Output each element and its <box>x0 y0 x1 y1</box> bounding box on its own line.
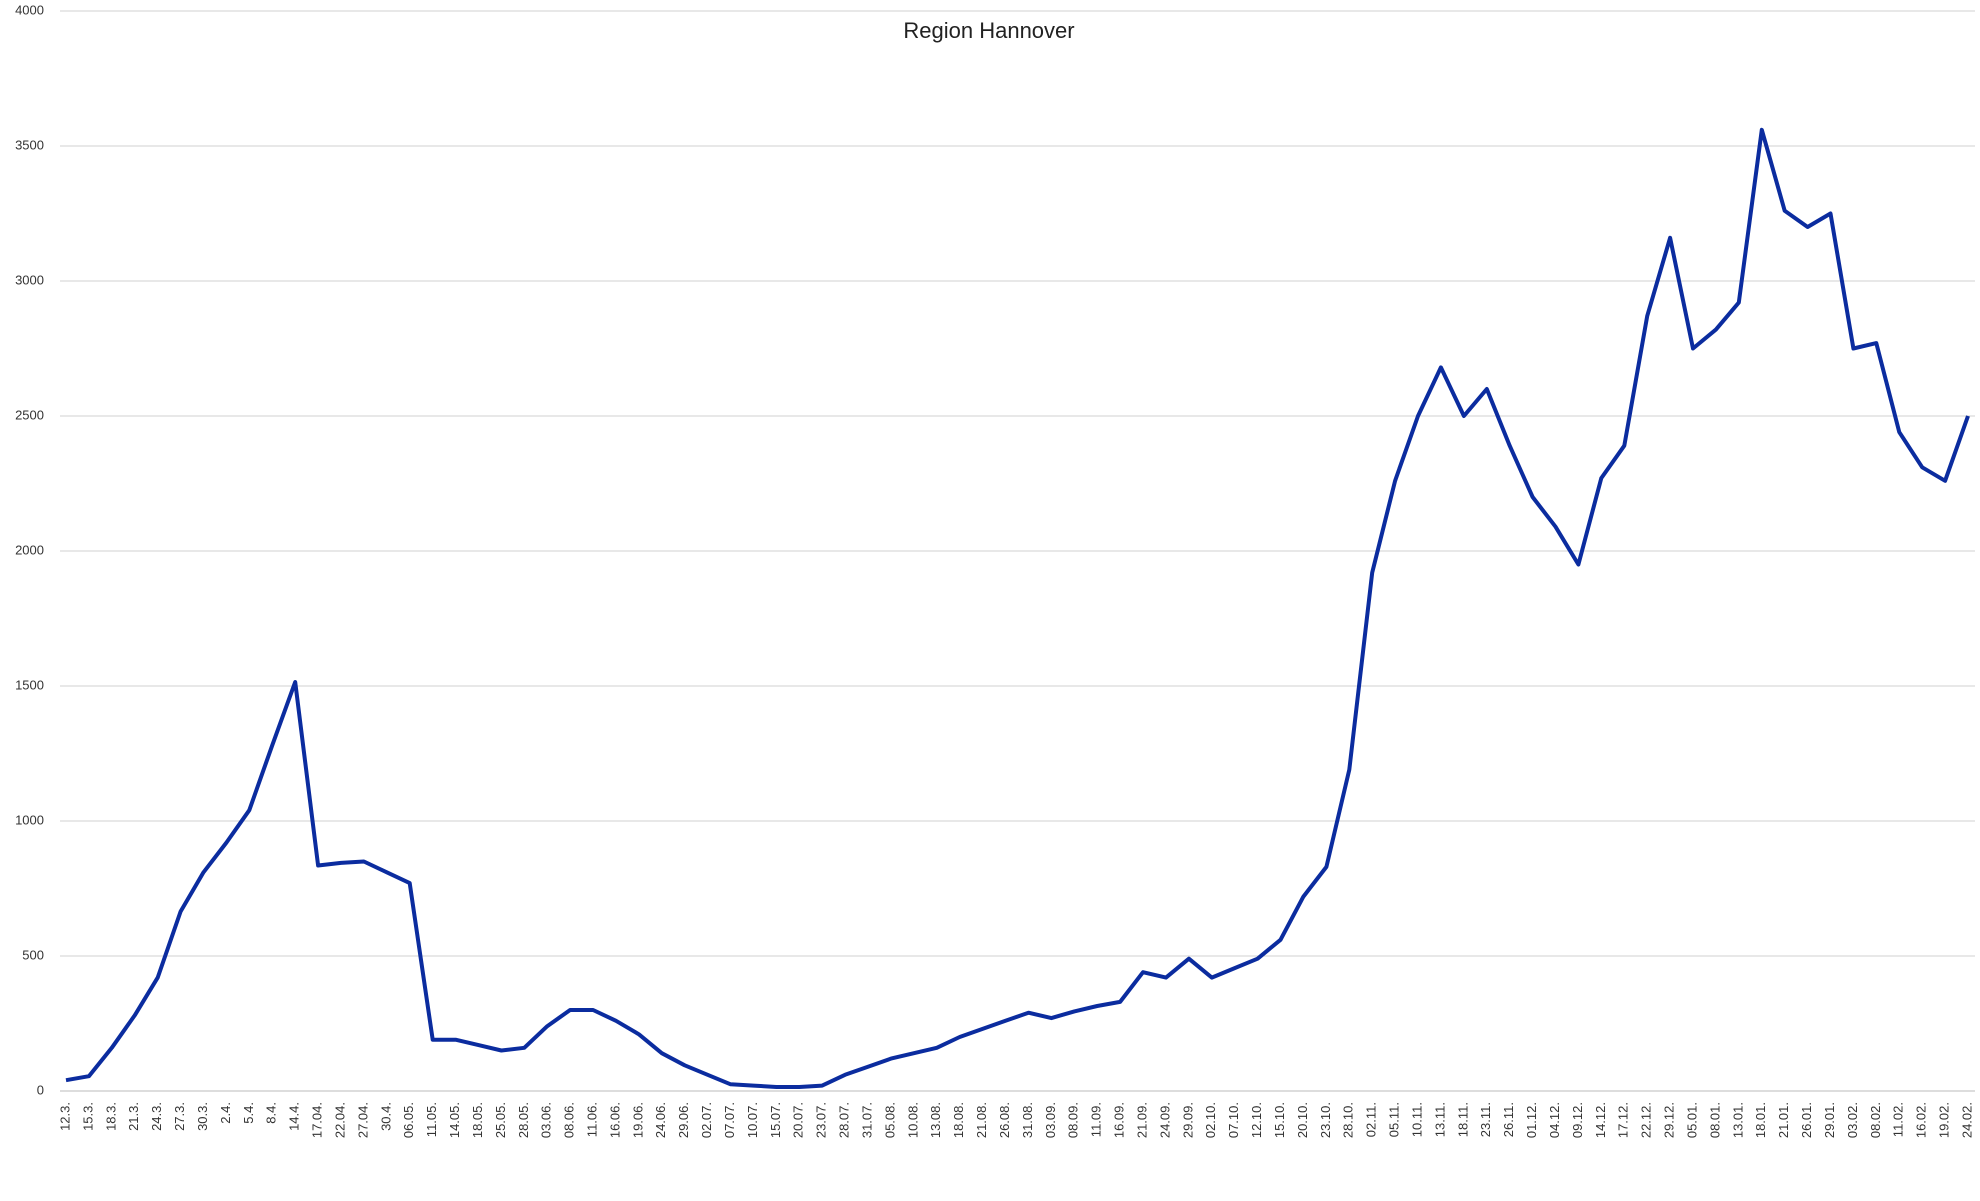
x-tick-label: 19.06. <box>630 1102 645 1138</box>
y-tick-label: 2500 <box>15 407 44 422</box>
x-tick-label: 22.04. <box>332 1102 347 1138</box>
x-tick-label: 18.05. <box>470 1102 485 1138</box>
x-tick-label: 12.10. <box>1249 1102 1264 1138</box>
x-tick-label: 06.05. <box>401 1102 416 1138</box>
x-tick-label: 8.4. <box>264 1102 279 1124</box>
x-tick-label: 21.3. <box>126 1102 141 1131</box>
chart-title: Region Hannover <box>903 18 1074 43</box>
x-tick-label: 14.05. <box>447 1102 462 1138</box>
x-tick-label: 15.3. <box>80 1102 95 1131</box>
x-tick-label: 18.01. <box>1753 1102 1768 1138</box>
x-tick-label: 10.11. <box>1409 1102 1424 1137</box>
x-tick-label: 02.10. <box>1203 1102 1218 1138</box>
x-tick-label: 13.08. <box>928 1102 943 1138</box>
x-tick-label: 03.06. <box>539 1102 554 1138</box>
x-tick-label: 31.08. <box>1020 1102 1035 1138</box>
y-tick-label: 3500 <box>15 137 44 152</box>
x-tick-label: 18.08. <box>951 1102 966 1138</box>
x-tick-label: 10.08. <box>905 1102 920 1138</box>
x-tick-label: 26.08. <box>997 1102 1012 1138</box>
x-tick-label: 16.06. <box>607 1102 622 1138</box>
x-tick-label: 08.02. <box>1868 1102 1883 1138</box>
x-tick-label: 13.11. <box>1432 1102 1447 1137</box>
x-tick-label: 28.10. <box>1341 1102 1356 1138</box>
x-tick-label: 07.07. <box>722 1102 737 1138</box>
x-tick-label: 26.11. <box>1501 1102 1516 1137</box>
y-tick-label: 4000 <box>15 2 44 17</box>
x-tick-label: 08.06. <box>562 1102 577 1138</box>
y-tick-label: 500 <box>22 947 44 962</box>
x-tick-label: 17.04. <box>310 1102 325 1138</box>
x-tick-label: 02.11. <box>1364 1102 1379 1137</box>
x-tick-label: 08.01. <box>1707 1102 1722 1138</box>
x-tick-label: 05.01. <box>1684 1102 1699 1138</box>
x-tick-label: 29.01. <box>1822 1102 1837 1138</box>
x-tick-label: 21.01. <box>1776 1102 1791 1138</box>
x-tick-label: 17.12. <box>1616 1102 1631 1138</box>
x-tick-label: 29.06. <box>676 1102 691 1138</box>
x-tick-label: 04.12. <box>1547 1102 1562 1138</box>
x-tick-label: 20.10. <box>1295 1102 1310 1138</box>
x-tick-label: 01.12. <box>1524 1102 1539 1138</box>
y-tick-label: 0 <box>37 1082 44 1097</box>
x-tick-label: 24.06. <box>653 1102 668 1138</box>
x-tick-label: 10.07. <box>745 1102 760 1138</box>
y-tick-label: 3000 <box>15 272 44 287</box>
x-tick-label: 24.02. <box>1959 1102 1974 1138</box>
y-tick-label: 1500 <box>15 677 44 692</box>
x-tick-label: 28.07. <box>837 1102 852 1138</box>
x-tick-label: 09.12. <box>1570 1102 1585 1138</box>
x-tick-label: 20.07. <box>791 1102 806 1138</box>
x-tick-label: 19.02. <box>1937 1102 1952 1138</box>
x-tick-label: 11.05. <box>424 1102 439 1137</box>
x-tick-label: 11.09. <box>1089 1102 1104 1137</box>
x-tick-label: 14.12. <box>1593 1102 1608 1138</box>
x-tick-label: 15.10. <box>1272 1102 1287 1138</box>
y-tick-label: 1000 <box>15 812 44 827</box>
x-tick-label: 03.02. <box>1845 1102 1860 1138</box>
x-tick-label: 5.4. <box>241 1102 256 1124</box>
x-tick-label: 29.12. <box>1662 1102 1677 1138</box>
data-line <box>65 127 1970 1089</box>
x-tick-label: 16.09. <box>1112 1102 1127 1138</box>
x-tick-label: 18.3. <box>103 1102 118 1131</box>
x-tick-label: 29.09. <box>1180 1102 1195 1138</box>
x-tick-label: 2.4. <box>218 1102 233 1124</box>
x-tick-label: 15.07. <box>768 1102 783 1138</box>
x-tick-label: 11.06. <box>584 1102 599 1137</box>
x-tick-label: 23.07. <box>814 1102 829 1138</box>
x-tick-label: 28.05. <box>516 1102 531 1138</box>
x-tick-label: 24.09. <box>1157 1102 1172 1138</box>
x-tick-label: 02.07. <box>699 1102 714 1138</box>
x-tick-label: 30.4. <box>378 1102 393 1131</box>
x-tick-label: 11.02. <box>1891 1102 1906 1137</box>
x-tick-label: 21.08. <box>974 1102 989 1138</box>
x-tick-label: 14.4. <box>287 1102 302 1131</box>
x-tick-label: 12.3. <box>57 1102 72 1131</box>
x-tick-label: 25.05. <box>493 1102 508 1138</box>
x-tick-label: 16.02. <box>1914 1102 1929 1138</box>
x-tick-label: 03.09. <box>1043 1102 1058 1138</box>
x-tick-label: 27.04. <box>355 1102 370 1138</box>
x-tick-label: 30.3. <box>195 1102 210 1131</box>
x-tick-label: 13.01. <box>1730 1102 1745 1138</box>
x-tick-label: 23.11. <box>1478 1102 1493 1137</box>
x-tick-label: 22.12. <box>1639 1102 1654 1138</box>
x-tick-label: 21.09. <box>1134 1102 1149 1138</box>
x-tick-label: 23.10. <box>1318 1102 1333 1138</box>
x-tick-label: 26.01. <box>1799 1102 1814 1138</box>
y-tick-label: 2000 <box>15 542 44 557</box>
x-tick-label: 07.10. <box>1226 1102 1241 1138</box>
x-tick-label: 18.11. <box>1455 1102 1470 1137</box>
x-tick-label: 24.3. <box>149 1102 164 1131</box>
x-tick-label: 08.09. <box>1066 1102 1081 1138</box>
x-tick-label: 27.3. <box>172 1102 187 1131</box>
x-tick-label: 05.11. <box>1387 1102 1402 1137</box>
x-tick-label: 05.08. <box>882 1102 897 1138</box>
x-tick-label: 31.07. <box>859 1102 874 1138</box>
